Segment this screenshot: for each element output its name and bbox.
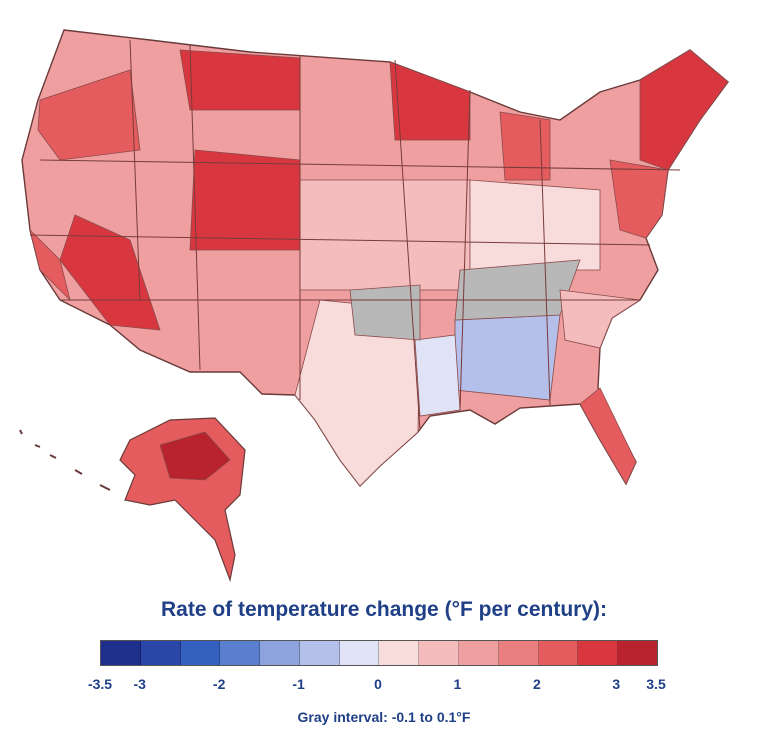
legend-swatch bbox=[538, 641, 579, 665]
legend-swatch bbox=[419, 641, 460, 665]
legend-swatch bbox=[459, 641, 499, 665]
legend-swatch bbox=[498, 641, 539, 665]
region-southeast-cooling bbox=[454, 314, 561, 401]
region-shading-layer bbox=[29, 49, 729, 487]
legend-tick-label: 3 bbox=[612, 676, 621, 692]
region-southwest bbox=[59, 214, 161, 331]
region-wyoming-colorado bbox=[189, 149, 301, 251]
legend-swatch bbox=[101, 641, 141, 665]
legend-tick-label: 0 bbox=[374, 676, 382, 692]
region-carolinas bbox=[559, 289, 642, 349]
legend-tick-label: -3.5 bbox=[87, 676, 113, 692]
legend-swatch bbox=[260, 641, 300, 665]
legend-gray-note: Gray interval: -0.1 to 0.1°F bbox=[297, 709, 471, 725]
legend-tick-label: -3 bbox=[133, 676, 146, 692]
region-florida bbox=[579, 387, 637, 485]
legend-tick-label: -1 bbox=[292, 676, 305, 692]
region-upper-midwest bbox=[389, 61, 471, 141]
region-ohio-valley bbox=[469, 179, 601, 271]
region-michigan bbox=[499, 111, 551, 181]
legend-tick-label: 1 bbox=[453, 676, 462, 692]
state-borders bbox=[29, 39, 681, 431]
region-great-plains bbox=[299, 179, 471, 291]
legend-color-bar bbox=[100, 640, 658, 666]
legend-swatch bbox=[618, 641, 657, 665]
region-mid-atlantic bbox=[609, 159, 669, 239]
legend-tick-label: -2 bbox=[212, 676, 226, 692]
legend-swatch bbox=[180, 641, 221, 665]
region-ozarks-gray bbox=[349, 284, 421, 341]
legend-tick-label: 3.5 bbox=[646, 676, 666, 692]
us-climate-divisions-map bbox=[19, 29, 729, 583]
legend-swatch bbox=[339, 641, 380, 665]
legend-swatch bbox=[140, 641, 181, 665]
region-new-england bbox=[639, 49, 729, 171]
legend-swatch bbox=[299, 641, 340, 665]
legend-tick-label: 2 bbox=[532, 676, 541, 692]
region-pacific-northwest bbox=[37, 69, 141, 161]
legend-swatch bbox=[578, 641, 619, 665]
alaska-interior bbox=[159, 431, 231, 481]
region-northern-rockies bbox=[179, 49, 301, 111]
aleutian-islands bbox=[19, 429, 111, 491]
legend-swatch bbox=[220, 641, 261, 665]
legend-title: Rate of temperature change (°F per centu… bbox=[161, 598, 607, 621]
legend-swatch bbox=[379, 641, 420, 665]
region-tennessee-gray bbox=[454, 259, 581, 321]
region-lower-mississippi bbox=[414, 334, 461, 417]
